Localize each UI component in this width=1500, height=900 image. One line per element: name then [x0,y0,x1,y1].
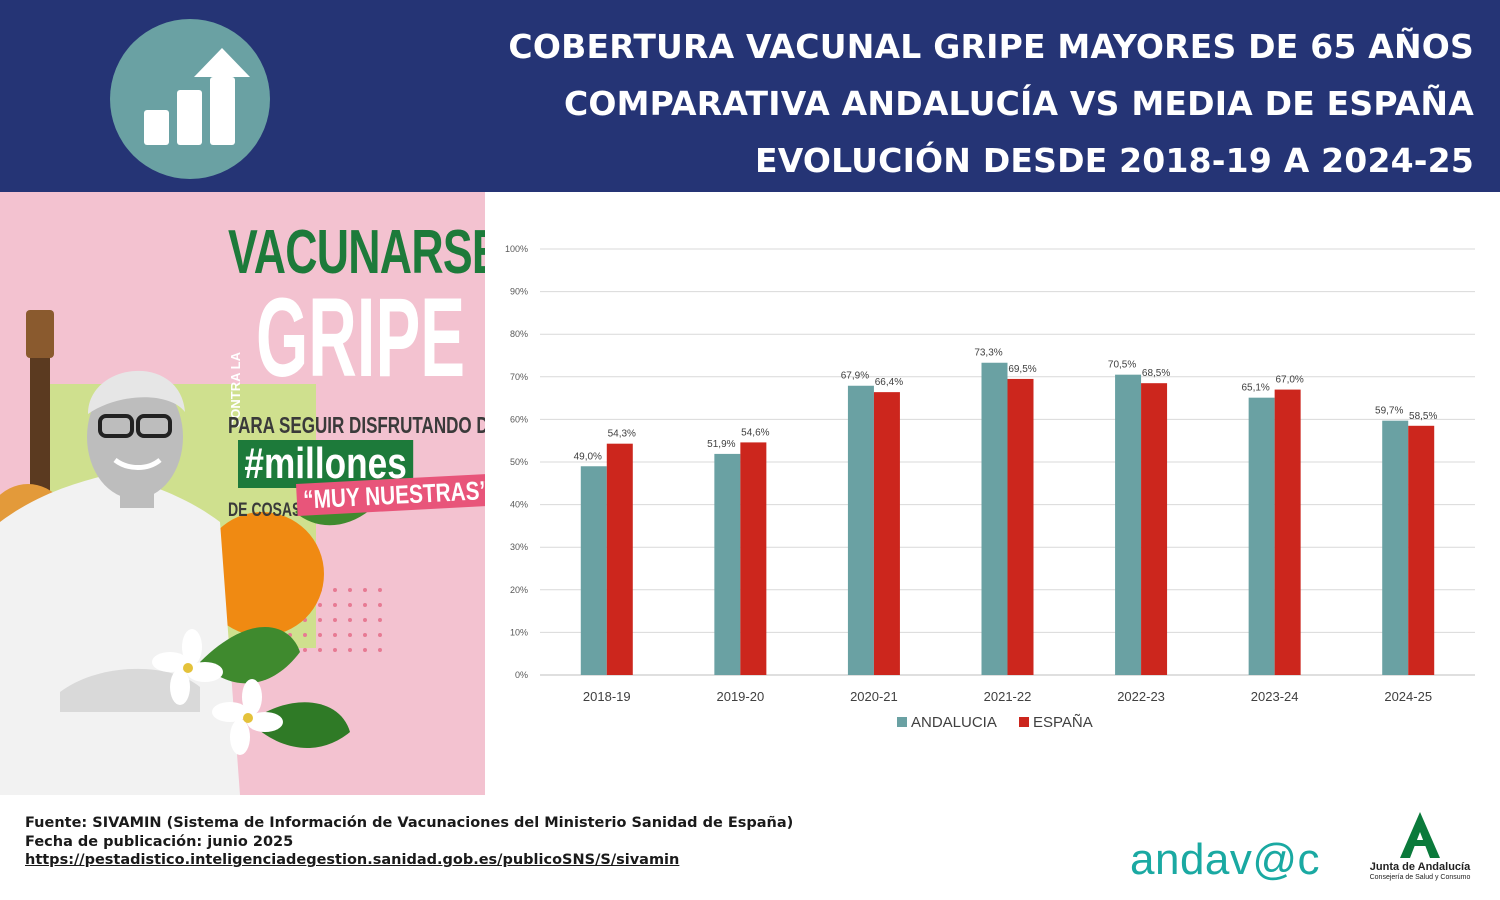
poster-para-seguir: PARA SEGUIR DISFRUTANDO DE [228,412,485,438]
y-tick-label: 90% [510,287,528,297]
bar-andalucia [714,453,741,675]
data-label: 54,3% [608,429,636,440]
title-line-3: EVOLUCIÓN DESDE 2018-19 A 2024-25 [754,141,1474,180]
legend-label: ANDALUCIA [911,714,997,731]
bar-españa [1141,383,1168,675]
data-label: 54,6% [741,427,769,438]
bar-españa [1007,378,1034,675]
x-tick-label: 2018-19 [583,689,631,704]
junta-department: Consejería de Salud y Consumo [1369,874,1471,881]
legend-label: ESPAÑA [1033,714,1093,731]
source-text: Fuente: SIVAMIN (Sistema de Información … [25,815,794,831]
bar-chart: 0% 10% 20% 30% 40% 50% 60% 70% 80% 90% 100% 49,0% 54… [505,244,1475,731]
poster-millones: #millones [238,440,414,488]
data-label: 68,5% [1142,368,1170,379]
y-tick-label: 60% [510,414,528,424]
bar-chart-growth-icon [110,19,270,179]
bar-andalucia [847,385,874,675]
y-tick-label: 70% [510,372,528,382]
x-tick-label: 2023-24 [1251,689,1299,704]
poster-illustration [0,310,382,795]
bar-andalucia [1248,397,1275,675]
x-tick-label: 2022-23 [1117,689,1165,704]
data-label: 67,0% [1275,375,1303,386]
bar-andalucia [1382,420,1409,675]
bar-andalucia [1115,374,1142,675]
poster-gripe: GRIPE [256,275,466,400]
y-tick-label: 10% [510,627,528,637]
bar-andalucia [580,466,607,675]
bar-españa [873,392,900,675]
legend-swatch [897,717,907,727]
data-label: 49,0% [574,451,602,462]
bar-andalucia [981,362,1008,675]
title-line-2: COMPARATIVA ANDALUCÍA VS MEDIA DE ESPAÑA [563,84,1474,123]
poster-slogan: VACUNARSE CONTRA LA GRIPE PARA SEGUIR DI… [228,218,485,521]
junta-andalucia-logo: Junta de Andalucía Consejería de Salud y… [1365,812,1475,881]
header-banner: COBERTURA VACUNAL GRIPE MAYORES DE 65 AÑ… [0,0,1500,192]
source-link[interactable]: https://pestadistico.inteligenciadegesti… [25,852,680,868]
x-tick-label: 2019-20 [716,689,764,704]
bar-españa [740,442,767,675]
data-label: 66,4% [875,377,903,388]
poster-vacunarse: VACUNARSE [228,218,485,287]
data-label: 65,1% [1241,383,1269,394]
page-title: COBERTURA VACUNAL GRIPE MAYORES DE 65 AÑ… [324,18,1474,189]
data-label: 70,5% [1108,360,1136,371]
y-tick-label: 40% [510,500,528,510]
data-label: 59,7% [1375,406,1403,417]
y-tick-label: 100% [505,244,528,254]
vaccination-coverage-chart: 0% 10% 20% 30% 40% 50% 60% 70% 80% 90% 100% 49,0% 54… [485,225,1485,750]
bar-españa [1274,389,1301,675]
x-tick-label: 2021-22 [984,689,1032,704]
junta-name: Junta de Andalucía [1369,861,1471,873]
title-line-1: COBERTURA VACUNAL GRIPE MAYORES DE 65 AÑ… [508,27,1474,66]
legend-swatch [1019,717,1029,727]
bar-españa [1408,425,1435,675]
bar-españa [606,443,633,675]
footer-source: Fuente: SIVAMIN (Sistema de Información … [25,814,925,870]
x-tick-label: 2020-21 [850,689,898,704]
publication-date: Fecha de publicación: junio 2025 [25,833,294,850]
junta-emblem-icon [1400,812,1440,858]
data-label: 67,9% [841,371,869,382]
data-label: 69,5% [1008,364,1036,375]
data-label: 51,9% [707,439,735,450]
andavac-logo: andav@c [1130,835,1321,884]
campaign-poster: VACUNARSE CONTRA LA GRIPE PARA SEGUIR DI… [0,192,485,795]
data-label: 58,5% [1409,411,1437,422]
poster-de-cosas: DE COSAS [228,500,302,521]
y-tick-label: 30% [510,542,528,552]
y-tick-label: 0% [515,670,528,680]
y-tick-label: 80% [510,329,528,339]
data-label: 73,3% [974,348,1002,359]
y-tick-label: 50% [510,457,528,467]
x-tick-label: 2024-25 [1384,689,1432,704]
y-tick-label: 20% [510,585,528,595]
